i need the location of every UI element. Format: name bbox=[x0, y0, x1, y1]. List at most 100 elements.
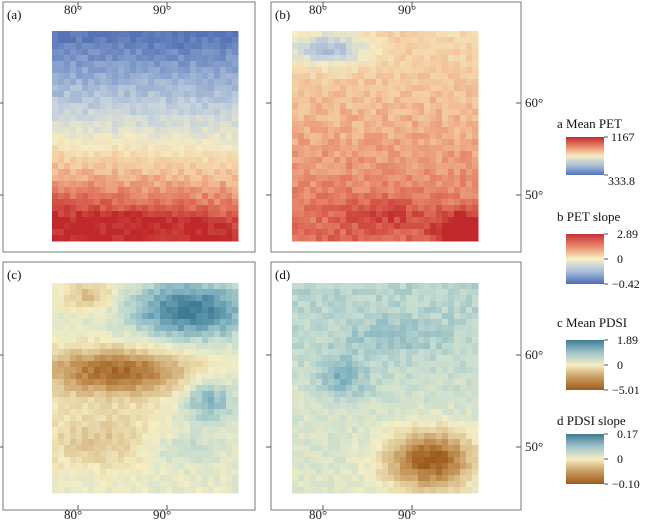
raster-cell bbox=[310, 361, 317, 368]
raster-cell bbox=[214, 295, 221, 302]
raster-cell bbox=[454, 433, 461, 440]
raster-cell bbox=[232, 109, 239, 116]
raster-cell bbox=[202, 37, 209, 44]
raster-cell bbox=[124, 403, 131, 410]
raster-cell bbox=[364, 355, 371, 362]
raster-cell bbox=[52, 55, 59, 62]
raster-cell bbox=[58, 403, 65, 410]
raster-cell bbox=[322, 445, 329, 452]
raster-cell bbox=[58, 487, 65, 494]
raster-cell bbox=[64, 67, 71, 74]
raster-cell bbox=[340, 283, 347, 290]
raster-cell bbox=[172, 217, 179, 224]
raster-cell bbox=[376, 463, 383, 470]
raster-cell bbox=[130, 229, 137, 236]
raster-cell bbox=[346, 163, 353, 170]
raster-cell bbox=[370, 73, 377, 80]
raster-cell bbox=[220, 283, 227, 290]
raster-cell bbox=[130, 379, 137, 386]
raster-cell bbox=[364, 169, 371, 176]
raster-cell bbox=[310, 49, 317, 56]
raster-cell bbox=[448, 415, 455, 422]
raster-cell bbox=[442, 451, 449, 458]
raster-cell bbox=[334, 193, 341, 200]
raster-cell bbox=[100, 427, 107, 434]
raster-cell bbox=[124, 43, 131, 50]
raster-cell bbox=[154, 175, 161, 182]
raster-cell bbox=[208, 151, 215, 158]
raster-cell bbox=[370, 157, 377, 164]
raster-cell bbox=[436, 457, 443, 464]
raster-cell bbox=[454, 283, 461, 290]
raster-cell bbox=[148, 385, 155, 392]
raster-cell bbox=[310, 373, 317, 380]
raster-cell bbox=[106, 121, 113, 128]
raster-cell bbox=[388, 349, 395, 356]
raster-cell bbox=[112, 409, 119, 416]
raster-cell bbox=[178, 367, 185, 374]
raster-cell bbox=[130, 289, 137, 296]
raster-cell bbox=[160, 109, 167, 116]
raster-cell bbox=[70, 97, 77, 104]
raster-cell bbox=[352, 355, 359, 362]
raster-cell bbox=[154, 181, 161, 188]
raster-cell bbox=[454, 49, 461, 56]
raster-cell bbox=[160, 103, 167, 110]
raster-cell bbox=[364, 97, 371, 104]
raster-cell bbox=[352, 295, 359, 302]
raster-cell bbox=[418, 127, 425, 134]
raster-cell bbox=[100, 361, 107, 368]
raster-cell bbox=[454, 67, 461, 74]
raster-cell bbox=[58, 115, 65, 122]
raster-cell bbox=[340, 163, 347, 170]
raster-cell bbox=[310, 145, 317, 152]
raster-cell bbox=[130, 211, 137, 218]
raster-cell bbox=[178, 373, 185, 380]
raster-cell bbox=[304, 181, 311, 188]
raster-cell bbox=[358, 187, 365, 194]
raster-cell bbox=[448, 127, 455, 134]
raster-cell bbox=[118, 373, 125, 380]
raster-cell bbox=[346, 361, 353, 368]
raster-cell bbox=[112, 301, 119, 308]
raster-cell bbox=[304, 31, 311, 38]
raster-cell bbox=[358, 73, 365, 80]
raster-cell bbox=[226, 373, 233, 380]
raster-cell bbox=[232, 379, 239, 386]
raster-cell bbox=[76, 469, 83, 476]
raster-cell bbox=[364, 205, 371, 212]
raster-cell bbox=[376, 121, 383, 128]
raster-cell bbox=[100, 223, 107, 230]
raster-cell bbox=[82, 193, 89, 200]
raster-cell bbox=[442, 295, 449, 302]
raster-cell bbox=[442, 301, 449, 308]
raster-cell bbox=[124, 307, 131, 314]
raster-cell bbox=[52, 151, 59, 158]
raster-cell bbox=[226, 163, 233, 170]
legend-d-max: 0.17 bbox=[617, 427, 638, 441]
raster-cell bbox=[424, 409, 431, 416]
raster-cell bbox=[64, 391, 71, 398]
raster-cell bbox=[106, 373, 113, 380]
raster-cell bbox=[70, 193, 77, 200]
raster-cell bbox=[322, 403, 329, 410]
raster-cell bbox=[160, 391, 167, 398]
raster-cell bbox=[358, 295, 365, 302]
raster-cell bbox=[214, 421, 221, 428]
raster-cell bbox=[376, 193, 383, 200]
raster-cell bbox=[94, 61, 101, 68]
raster-cell bbox=[178, 163, 185, 170]
raster-cell bbox=[334, 415, 341, 422]
raster-cell bbox=[460, 361, 467, 368]
raster-cell bbox=[406, 97, 413, 104]
raster-cell bbox=[292, 313, 299, 320]
raster-cell bbox=[382, 391, 389, 398]
legend-c-max: 1.89 bbox=[617, 333, 638, 347]
raster-cell bbox=[136, 433, 143, 440]
raster-cell bbox=[334, 235, 341, 242]
raster-cell bbox=[160, 355, 167, 362]
raster-cell bbox=[310, 91, 317, 98]
raster-cell bbox=[172, 193, 179, 200]
raster-cell bbox=[190, 373, 197, 380]
raster-cell bbox=[190, 121, 197, 128]
